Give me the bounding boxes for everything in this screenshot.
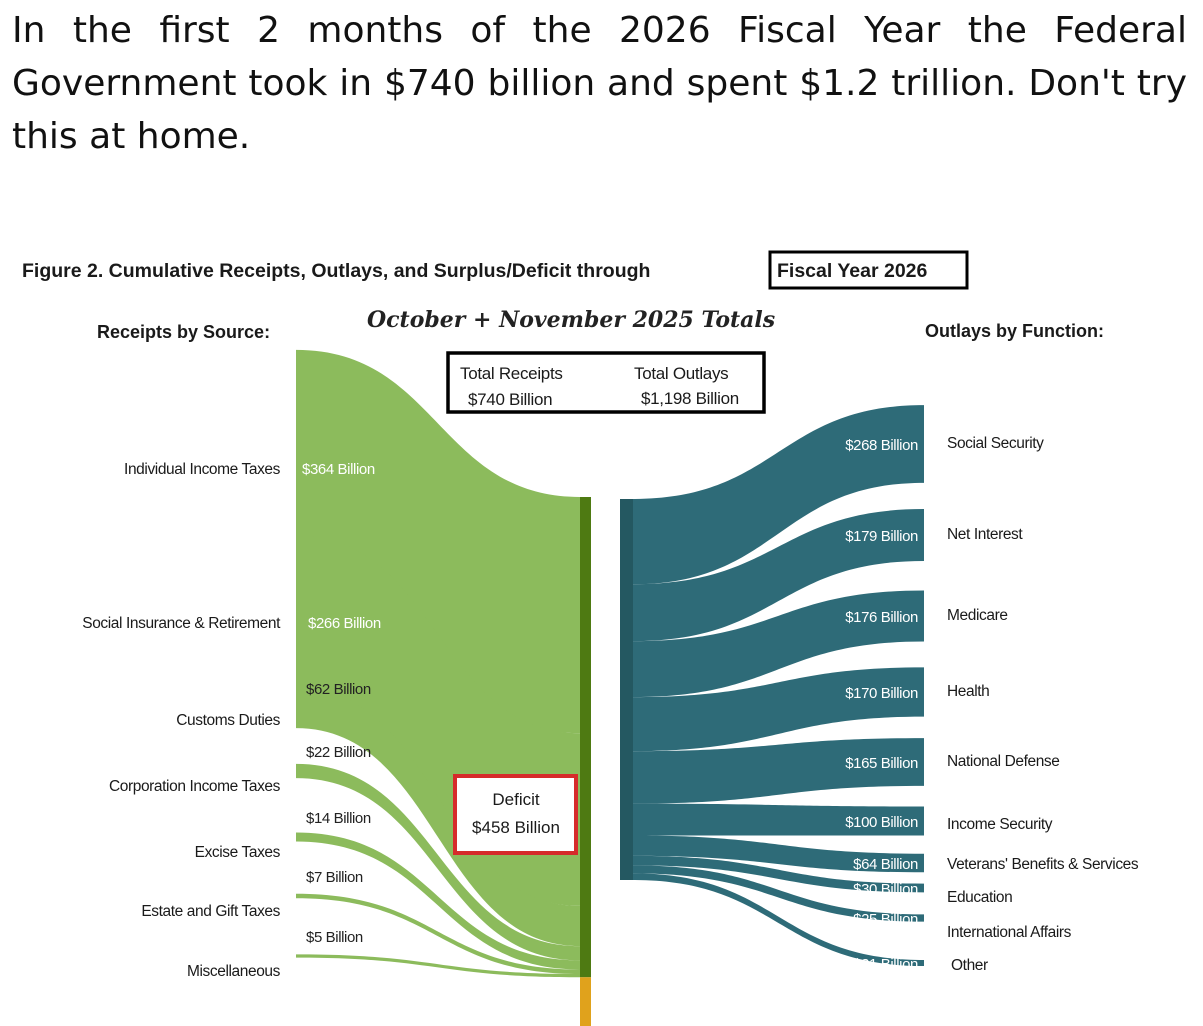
figure-subtitle: October + November 2025 Totals — [367, 307, 775, 333]
outlay-flow-education — [633, 855, 924, 893]
receipt-name-excise-taxes: Excise Taxes — [195, 844, 281, 861]
outlay-name-income-security: Income Security — [947, 816, 1053, 833]
total-outlays-value: $1,198 Billion — [641, 389, 739, 408]
outlay-value-social-security: $268 Billion — [845, 437, 918, 454]
total-outlays-label: Total Outlays — [634, 364, 728, 383]
outlay-value-international-affairs: $25 Billion — [853, 911, 918, 928]
outlay-name-medicare: Medicare — [947, 607, 1008, 624]
receipt-flow-customs-duties — [296, 687, 580, 947]
outlay-flow-veterans-benefits-and-services — [633, 835, 924, 873]
deficit-label: Deficit — [492, 790, 540, 809]
totals-box — [446, 351, 766, 414]
outlay-value-veterans-benefits-and-services: $64 Billion — [853, 856, 918, 873]
sankey-flows — [296, 349, 924, 978]
receipt-flow-excise-taxes — [296, 832, 580, 970]
outlays-bar — [620, 499, 633, 880]
outlay-value-income-security: $100 Billion — [845, 814, 918, 831]
outlay-flow-net-interest — [633, 509, 924, 642]
outlay-flow-national-defense — [633, 738, 924, 804]
receipt-flow-corporation-income-taxes — [296, 763, 580, 961]
sankey-marks: Individual Income Taxes $364 Billion Socia… — [82, 435, 1139, 1026]
receipt-value-individual-income-taxes: $364 Billion — [302, 461, 375, 478]
outlay-name-health: Health — [947, 683, 989, 700]
receipts-header: Receipts by Source: — [97, 322, 270, 342]
sankey-chart: Figure 2. Cumulative Receipts, Outlays, … — [22, 250, 1139, 1026]
figure-title-box — [768, 250, 969, 290]
receipt-value-social-insurance-and-retirement: $266 Billion — [308, 615, 381, 632]
figure-title-year: Fiscal Year 2026 — [777, 260, 928, 282]
total-receipts-value: $740 Billion — [468, 390, 552, 409]
outlay-value-education: $30 Billion — [853, 881, 918, 898]
receipt-value-customs-duties: $62 Billion — [306, 681, 371, 698]
outlay-name-national-defense: National Defense — [947, 753, 1060, 770]
outlay-value-other: $21 Billion — [853, 956, 918, 973]
receipt-name-miscellaneous: Miscellaneous — [187, 963, 281, 980]
outlay-flow-medicare — [633, 590, 924, 698]
deficit-box — [453, 774, 578, 855]
receipt-name-customs-duties: Customs Duties — [176, 712, 280, 729]
outlay-name-social-security: Social Security — [947, 435, 1044, 452]
deficit-bar — [580, 977, 591, 1026]
outlay-value-health: $170 Billion — [845, 685, 918, 702]
outlay-name-net-interest: Net Interest — [947, 526, 1023, 543]
outlay-value-national-defense: $165 Billion — [845, 755, 918, 772]
receipt-name-individual-income-taxes: Individual Income Taxes — [124, 461, 281, 478]
outlay-name-international-affairs: International Affairs — [947, 924, 1072, 941]
outlay-name-other: Other — [951, 957, 988, 974]
receipt-name-social-insurance-and-retirement: Social Insurance & Retirement — [82, 615, 281, 632]
outlay-flow-health — [633, 667, 924, 752]
outlay-name-veterans-benefits-and-services: Veterans' Benefits & Services — [947, 856, 1139, 873]
outlays-header: Outlays by Function: — [925, 321, 1104, 341]
outlay-value-medicare: $176 Billion — [845, 609, 918, 626]
receipt-value-estate-and-gift-taxes: $7 Billion — [306, 869, 363, 886]
receipt-value-miscellaneous: $5 Billion — [306, 929, 363, 946]
receipt-flow-estate-and-gift-taxes — [296, 893, 580, 975]
outlay-flow-social-security — [633, 405, 924, 585]
total-receipts-label: Total Receipts — [460, 364, 563, 383]
receipt-value-corporation-income-taxes: $22 Billion — [306, 744, 371, 761]
receipt-value-excise-taxes: $14 Billion — [306, 810, 371, 827]
figure-title: Figure 2. Cumulative Receipts, Outlays, … — [22, 260, 650, 282]
headline: In the first 2 months of the 2026 Fiscal… — [12, 10, 1187, 157]
outlay-value-net-interest: $179 Billion — [845, 528, 918, 545]
deficit-value: $458 Billion — [472, 818, 560, 837]
receipt-name-estate-and-gift-taxes: Estate and Gift Taxes — [141, 903, 280, 920]
receipt-flow-miscellaneous — [296, 954, 580, 978]
outlay-flow-income-security — [633, 803, 924, 836]
receipts-bar — [580, 497, 591, 978]
receipt-name-corporation-income-taxes: Corporation Income Taxes — [109, 778, 281, 795]
outlay-flow-other — [633, 873, 924, 967]
receipt-flow-individual-income-taxes — [296, 349, 580, 734]
outlay-name-education: Education — [947, 889, 1012, 906]
outlay-flow-international-affairs — [633, 865, 924, 922]
